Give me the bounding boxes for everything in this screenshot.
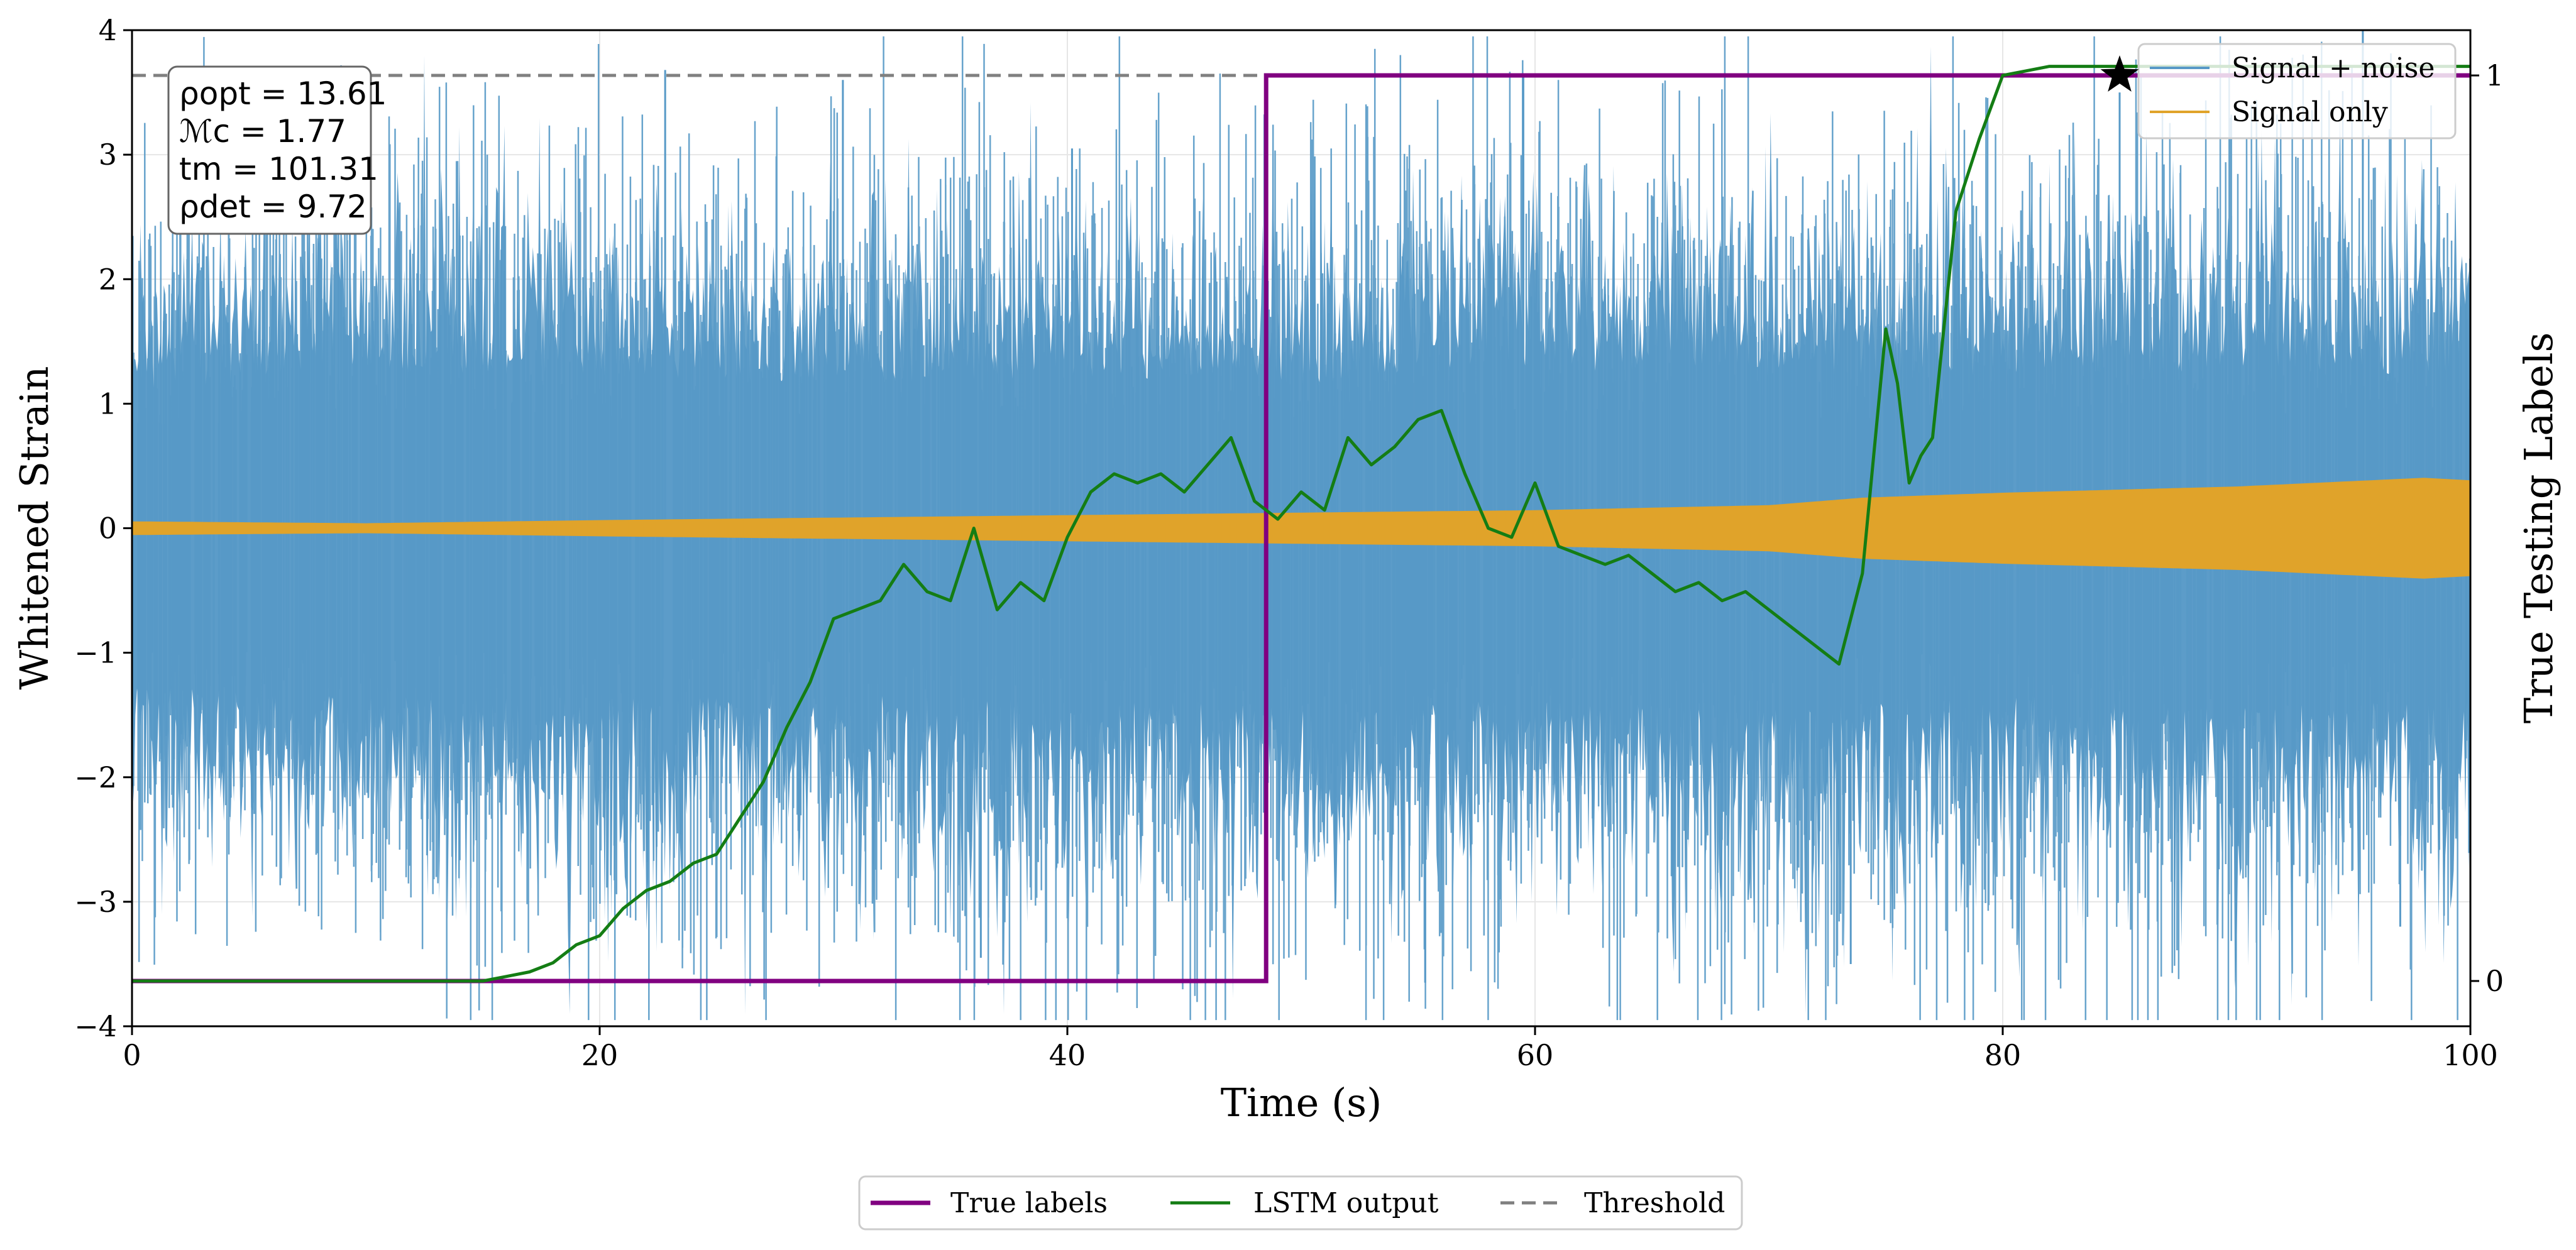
y-tick-label: 0 xyxy=(99,512,117,546)
y-axis-title: Whitened Strain xyxy=(11,366,57,690)
y-tick-label: 3 xyxy=(99,138,117,172)
y-tick-label: 4 xyxy=(99,13,117,47)
x-tick-label: 0 xyxy=(123,1038,141,1072)
star-marker xyxy=(2100,55,2139,92)
y2-tick-label: 1 xyxy=(2485,58,2504,92)
y-tick-label: −2 xyxy=(74,760,117,794)
legend-label-signal-noise: Signal + noise xyxy=(2232,52,2435,84)
info-chirp-mass: ℳc = 1.77 xyxy=(179,113,346,150)
y-tick-label: −4 xyxy=(74,1009,117,1043)
x-tick-label: 60 xyxy=(1517,1038,1554,1072)
y-tick-label: 2 xyxy=(99,262,117,296)
legend-label-signal-only: Signal only xyxy=(2232,96,2388,128)
legend-upper: Signal + noise Signal only xyxy=(2137,43,2457,140)
signal-noise-line xyxy=(132,36,2470,1021)
y-tick-label: −1 xyxy=(74,636,117,670)
x-tick-label: 100 xyxy=(2443,1038,2498,1072)
legend-label-lstm-output: LSTM output xyxy=(1253,1187,1439,1219)
info-box: ρopt = 13.61 ℳc = 1.77 tm = 101.31 ρdet … xyxy=(167,65,387,235)
y-tick-label: 1 xyxy=(99,387,117,420)
lstm-output-line xyxy=(132,65,2470,983)
x-tick-label: 80 xyxy=(1984,1038,2022,1072)
legend-label-true-labels: True labels xyxy=(950,1187,1108,1219)
x-tick-label: 20 xyxy=(581,1038,619,1072)
info-rho-det: ρdet = 9.72 xyxy=(179,189,367,225)
y2-axis-title: True Testing Labels xyxy=(2516,332,2562,724)
legend-lower: True labels LSTM output Threshold xyxy=(858,1175,1743,1231)
x-axis-title: Time (s) xyxy=(1221,1080,1382,1126)
y2-tick-label: 0 xyxy=(2485,964,2504,998)
y-tick-label: −3 xyxy=(74,885,117,919)
info-merger-time: tm = 101.31 xyxy=(179,151,378,187)
true-labels-line xyxy=(132,73,2470,984)
x-tick-label: 40 xyxy=(1049,1038,1086,1072)
signal-only-band xyxy=(132,478,2470,579)
plot-area xyxy=(132,30,2470,1021)
info-rho-opt: ρopt = 13.61 xyxy=(179,75,387,112)
legend-label-threshold: Threshold xyxy=(1584,1187,1725,1219)
